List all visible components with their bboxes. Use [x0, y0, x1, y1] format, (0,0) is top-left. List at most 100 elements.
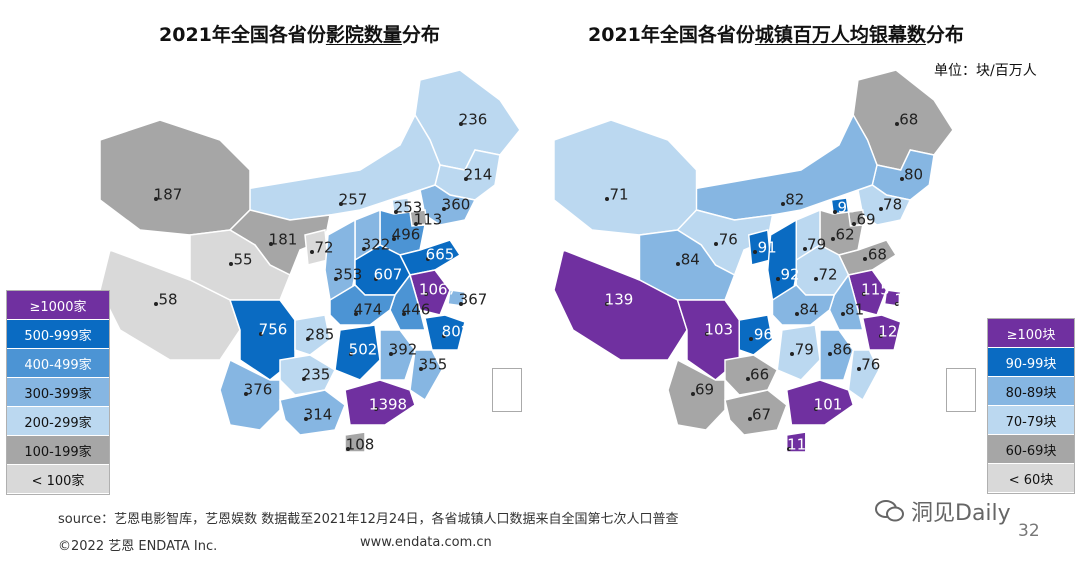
left-province-shape: [419, 184, 477, 226]
left-province-value: 55: [233, 250, 253, 269]
right-province-dot: [863, 257, 868, 261]
right-province-value: 84: [799, 300, 819, 319]
left-province-dot: [374, 277, 378, 281]
right-province-value: 71: [609, 185, 629, 204]
right-province-dot: [840, 312, 845, 316]
left-legend-item: 100-199家: [7, 436, 109, 465]
left-province-shape: [424, 314, 466, 351]
right-legend-item: 80-89块: [988, 377, 1074, 406]
right-province-value: 72: [818, 265, 838, 284]
left-province-value: 72: [314, 238, 334, 257]
wechat-icon: [875, 500, 904, 522]
left-province-value: 314: [303, 405, 333, 424]
right-province-shape: [553, 119, 698, 236]
watermark: 洞见Daily: [875, 495, 1011, 527]
right-legend-item: < 60块: [988, 464, 1074, 493]
left-province-dot: [154, 302, 158, 306]
copyright: ©2022 艺恩 ENDATA Inc.: [58, 539, 218, 554]
left-china-map: 236 214 360 257 253 113 496 322 665 187 181 72 55 353…: [80, 60, 540, 460]
right-province-dot: [605, 197, 609, 201]
right-province-value: 115: [861, 280, 890, 299]
right-province-value: 114: [787, 435, 816, 454]
right-province-dot: [802, 247, 807, 251]
right-province-value: 76: [861, 355, 881, 374]
right-province-value: 76: [718, 230, 738, 249]
left-province-value: 1067: [418, 280, 458, 299]
right-province-dot: [894, 122, 899, 126]
left-legend-item: 300-399家: [7, 378, 109, 407]
left-province-value: 355: [418, 355, 448, 374]
right-province-dot: [814, 407, 818, 411]
left-province-dot: [426, 257, 430, 261]
left-province-value: 392: [388, 340, 418, 359]
left-province-value: 496: [391, 225, 421, 244]
left-province-dot: [304, 417, 308, 421]
right-province-value: 82: [785, 190, 805, 209]
left-legend-item: 200-299家: [7, 407, 109, 436]
right-map-svg: [553, 69, 954, 453]
left-province-value: 285: [305, 325, 335, 344]
right-province-value: 81: [845, 300, 865, 319]
left-province-dot: [302, 377, 306, 381]
right-province-shape: [667, 358, 726, 431]
right-province-dot: [714, 242, 719, 246]
right-province-value: 80: [903, 165, 924, 184]
right-legend-item: 90-99块: [988, 348, 1074, 377]
right-province-value: 96: [753, 325, 773, 344]
right-title-underlined: 城镇百万人均银幕数: [754, 24, 926, 46]
page-number: 32: [1018, 521, 1040, 541]
left-province-shape: [294, 314, 331, 356]
left-province-dot: [154, 197, 158, 201]
left-province-value: 322: [361, 235, 391, 254]
left-province-shape: [344, 379, 416, 426]
left-province-value: 474: [353, 300, 383, 319]
left-legend: ≥1000家 500-999家 400-499家 300-399家 200-299家 10…: [6, 290, 110, 495]
right-province-dot: [878, 334, 883, 338]
right-province-dot: [795, 312, 799, 316]
right-province-shape: [861, 314, 902, 351]
left-province-dot: [464, 177, 468, 181]
left-province-value: 236: [458, 110, 488, 129]
left-province-value: 181: [268, 230, 298, 249]
left-legend-item: < 100家: [7, 465, 109, 494]
right-province-dot: [605, 302, 609, 306]
left-province-shape: [99, 119, 251, 236]
right-province-value: 110: [894, 290, 924, 309]
left-province-dot: [419, 367, 423, 371]
left-province-dot: [392, 237, 396, 241]
right-province-dot: [704, 332, 709, 336]
right-title-suffix: 分布: [925, 24, 964, 46]
left-province-value: 1398: [368, 395, 408, 414]
right-map-title: 2021年全国各省份城镇百万人均银幕数分布: [588, 20, 964, 47]
left-province-value: 802: [441, 322, 471, 341]
left-south-sea-inset: [492, 368, 522, 412]
right-legend: ≥100块 90-99块 80-89块 70-79块 60-69块 < 60块: [987, 318, 1075, 494]
left-province-shape: [279, 389, 346, 436]
right-province-value: 92: [780, 265, 800, 284]
left-province-value: 253: [393, 198, 423, 217]
left-province-value: 113: [413, 210, 443, 229]
left-province-value: 446: [401, 300, 431, 319]
left-title-prefix: 2021年全国各省份: [159, 24, 326, 46]
left-province-value: 360: [441, 195, 471, 214]
right-province-shape: [857, 184, 912, 226]
right-province-dot: [676, 262, 681, 266]
left-province-shape: [344, 431, 366, 453]
website-link[interactable]: www.endata.com.cn: [360, 535, 492, 550]
right-province-shape: [724, 389, 788, 436]
left-province-value: 235: [301, 365, 331, 384]
right-south-sea-inset: [946, 368, 976, 412]
left-province-dot: [362, 247, 366, 251]
left-province-dot: [424, 292, 428, 296]
left-province-dot: [334, 277, 338, 281]
right-province-value: 69: [694, 380, 715, 399]
right-province-value: 62: [835, 225, 855, 244]
left-title-underlined: 影院数量: [325, 24, 402, 46]
right-province-value: 69: [856, 210, 876, 229]
left-province-dot: [394, 210, 398, 214]
right-province-dot: [776, 277, 780, 281]
left-title-suffix: 分布: [401, 24, 440, 46]
left-province-value: 376: [243, 380, 273, 399]
left-province-shape: [329, 284, 397, 326]
right-province-dot: [747, 417, 752, 421]
